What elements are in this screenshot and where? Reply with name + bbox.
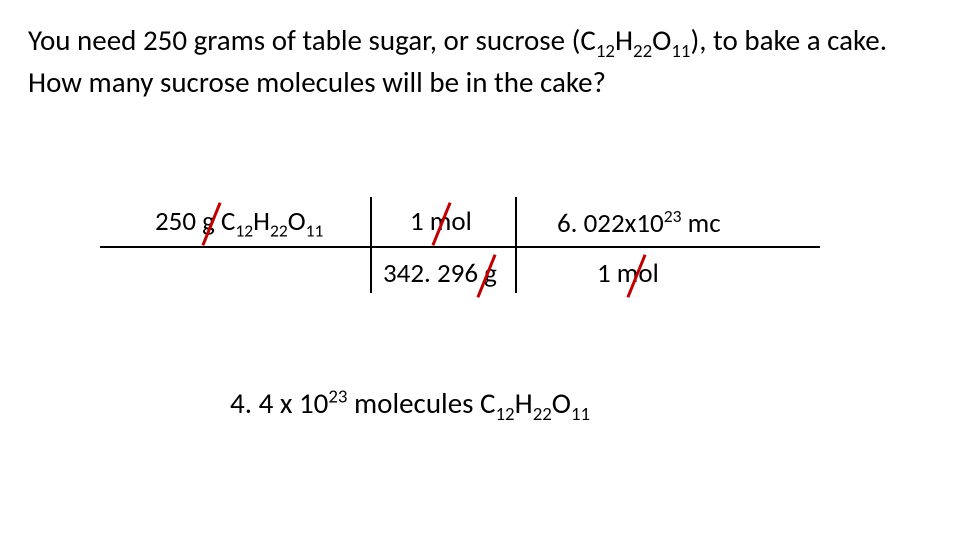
ans-a: 4. 4 x 10	[230, 385, 328, 421]
c1a: 250 g C	[155, 205, 235, 238]
cell-c2-bot: 342. 296 g	[383, 257, 497, 290]
cell-c3-bot: 1 mol	[597, 257, 659, 290]
c1c: O	[288, 205, 306, 238]
c1s1: 12	[235, 219, 253, 241]
q-sub2: 22	[633, 40, 652, 63]
ans-d: O	[552, 385, 571, 421]
ans-b: molecules C	[347, 385, 495, 421]
q-sub1: 12	[596, 40, 615, 63]
c1s2: 22	[270, 219, 288, 241]
q-sub3: 11	[671, 40, 690, 63]
c3sup: 23	[664, 205, 682, 227]
q-prefix: You need 250 grams of table sugar, or su…	[28, 22, 596, 58]
vline-1	[370, 197, 372, 293]
c1b: H	[253, 205, 270, 238]
hline	[100, 246, 820, 248]
c1s3: 11	[306, 219, 324, 241]
ans-sup: 23	[328, 385, 347, 408]
question-text: You need 250 grams of table sugar, or su…	[28, 22, 930, 102]
c3a: 6. 022x10	[557, 207, 664, 240]
ans-s2: 22	[533, 403, 552, 426]
cell-c1-top: 250 g C12H22O11	[155, 205, 323, 241]
cell-c3-top: 6. 022x1023 mc	[557, 205, 721, 240]
vline-2	[515, 197, 517, 293]
c3b: mc	[682, 207, 721, 240]
q-mid2: O	[652, 22, 671, 58]
ans-c: H	[515, 385, 533, 421]
ans-s3: 11	[571, 403, 590, 426]
ans-s1: 12	[496, 403, 515, 426]
q-mid1: H	[615, 22, 633, 58]
answer-text: 4. 4 x 1023 molecules C12H22O11	[230, 385, 590, 426]
